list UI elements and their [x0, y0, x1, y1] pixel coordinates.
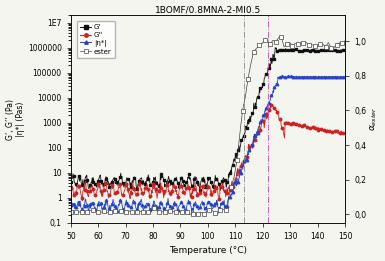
Legend: G', G'', |η*|, ester: G', G'', |η*|, ester — [77, 21, 115, 58]
Title: 1BOMF/0.8MNA-2-MI0.5: 1BOMF/0.8MNA-2-MI0.5 — [155, 5, 261, 15]
Y-axis label: G’, G’’ (Pa)
|η*| (Pas): G’, G’’ (Pa) |η*| (Pas) — [5, 99, 25, 140]
X-axis label: Temperature (°C): Temperature (°C) — [169, 246, 247, 256]
Y-axis label: $\alpha_{ester}$: $\alpha_{ester}$ — [369, 107, 380, 131]
